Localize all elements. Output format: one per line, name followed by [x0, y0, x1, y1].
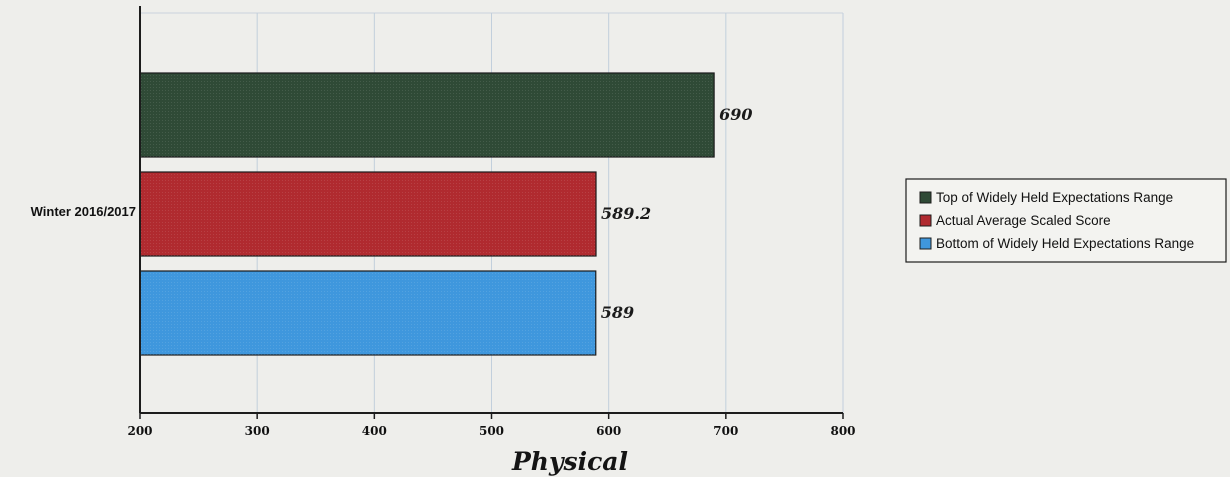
legend-entry-2: Actual Average Scaled Score	[936, 213, 1111, 228]
bar-texture-3	[140, 271, 596, 355]
x-tick-label-700: 700	[713, 424, 738, 438]
legend-swatch-3	[919, 237, 932, 250]
bar-texture-1	[140, 73, 715, 157]
x-axis-title: Physical	[511, 447, 628, 476]
labels: 690 589.2 589 200 300 400 500 600 700 800 Winter 2…	[31, 105, 856, 476]
legend: Top of Widely Held Expectations Range Act…	[905, 178, 1227, 263]
x-tick-label-300: 300	[245, 424, 270, 438]
x-tick-label-500: 500	[479, 424, 504, 438]
bar-texture-2	[140, 172, 597, 256]
x-tick-label-800: 800	[830, 424, 855, 438]
legend-swatch-2	[919, 214, 932, 227]
legend-entry-3: Bottom of Widely Held Expectations Range	[936, 236, 1194, 251]
x-tick-label-200: 200	[127, 424, 152, 438]
bars	[139, 72, 715, 356]
axes	[139, 6, 844, 419]
data-label-2: 589.2	[601, 204, 651, 223]
legend-swatch-1	[919, 191, 932, 204]
x-tick-label-400: 400	[362, 424, 387, 438]
legend-box	[905, 178, 1227, 263]
data-label-3: 589	[601, 303, 634, 322]
data-label-1: 690	[719, 105, 752, 124]
legend-entry-1: Top of Widely Held Expectations Range	[936, 190, 1173, 205]
category-label: Winter 2016/2017	[31, 204, 136, 219]
x-tick-label-600: 600	[596, 424, 621, 438]
